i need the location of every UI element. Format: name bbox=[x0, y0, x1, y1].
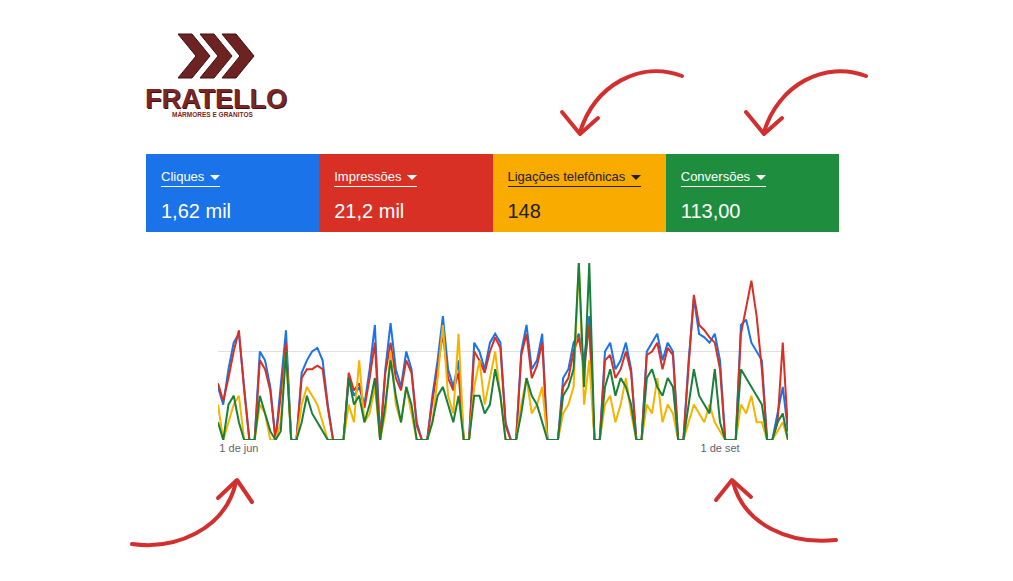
html-text:Ligações telefônicas: Ligações telefônicas bbox=[507, 169, 626, 184]
html-text:Conversões: Conversões bbox=[680, 169, 751, 184]
html-text:148: 148 bbox=[507, 200, 541, 222]
html-text:21,2 mil: 21,2 mil bbox=[334, 200, 405, 222]
html-text:Cliques: Cliques bbox=[161, 169, 205, 184]
html-text:Impressões: Impressões bbox=[334, 169, 402, 184]
svg-text:1 de set: 1 de set bbox=[700, 442, 739, 454]
html-text:1,62 mil: 1,62 mil bbox=[161, 200, 231, 222]
html-text:MÁRMORES E GRANITOS: MÁRMORES E GRANITOS bbox=[172, 111, 253, 118]
html-text:113,00: 113,00 bbox=[680, 200, 741, 222]
html-text:FRATELLO: FRATELLO bbox=[145, 84, 287, 114]
svg-text:1 de jun: 1 de jun bbox=[219, 442, 258, 454]
